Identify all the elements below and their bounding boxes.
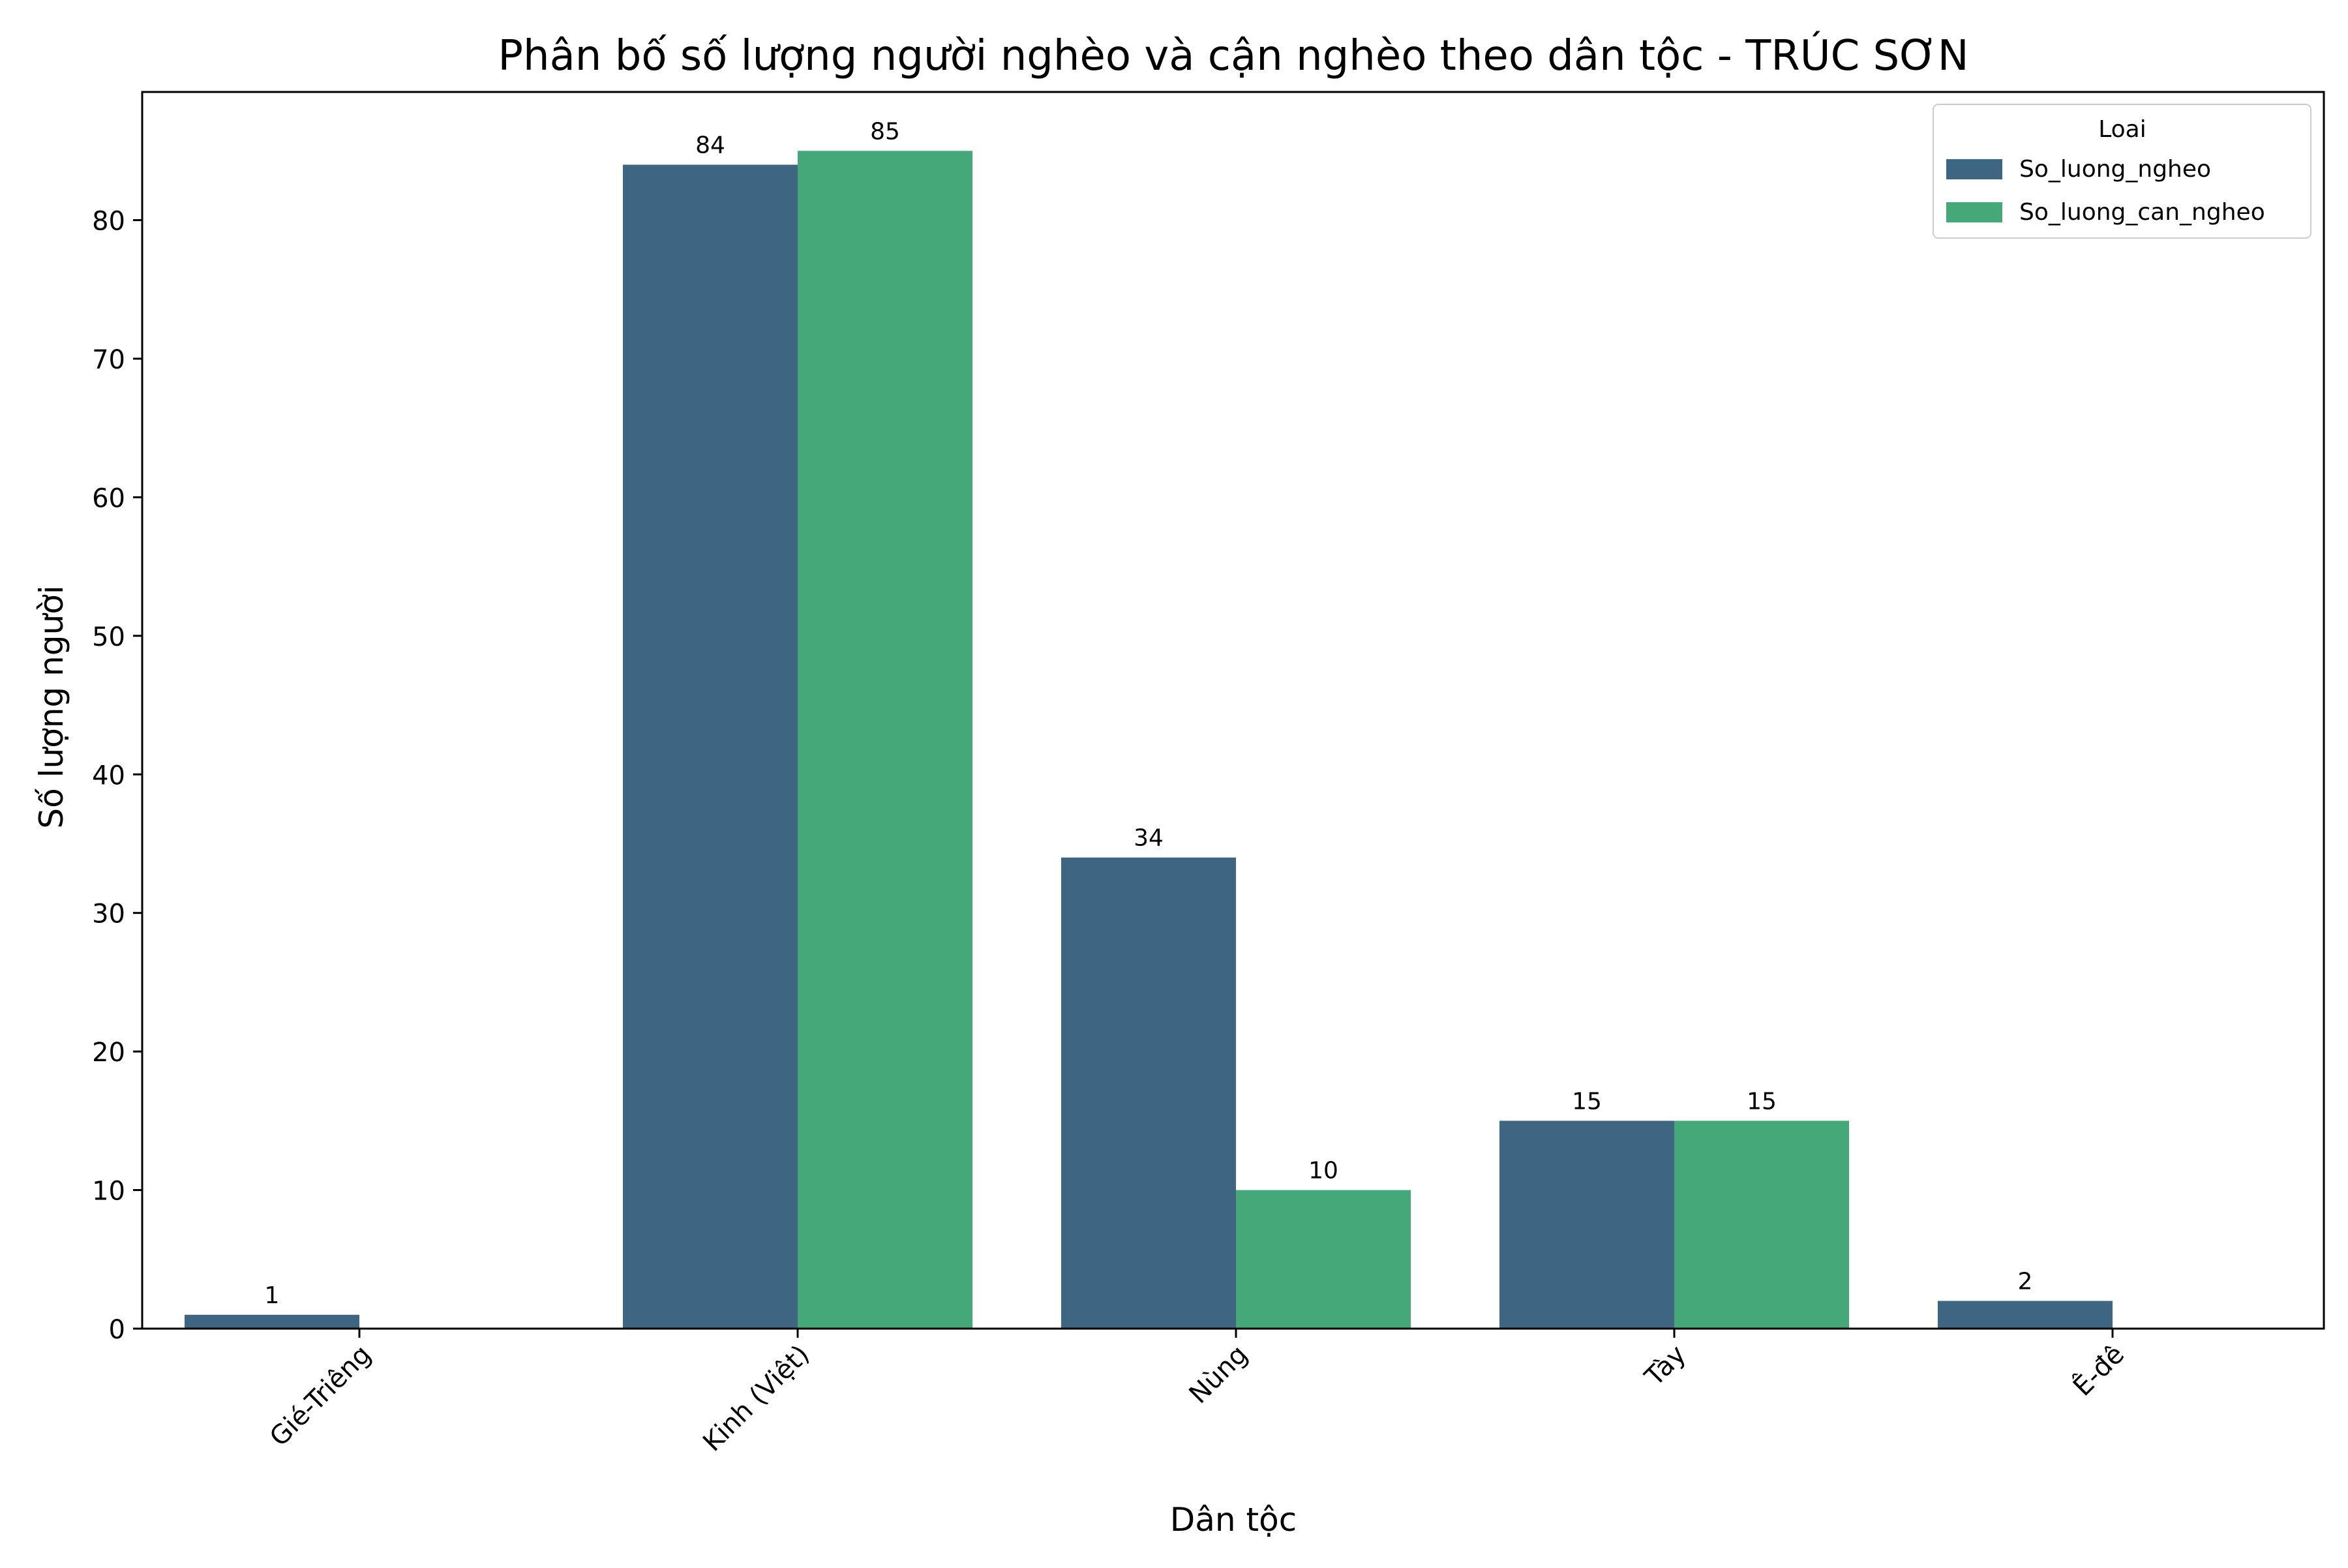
- plot-frame: [141, 91, 2325, 1330]
- data-labels-layer: 1 84 34 15 2 85 10 15: [265, 118, 2033, 1308]
- legend-label-So_luong_ngheo: So_luong_ngheo: [2019, 156, 2211, 183]
- bar-So_luong_ngheo-1: [623, 164, 798, 1329]
- bar-So_luong_can_ngheo-1: [798, 151, 972, 1329]
- legend-box: [1933, 104, 2311, 239]
- data-label: 84: [695, 132, 725, 159]
- chart-title: Phân bố số lượng người nghèo và cận nghè…: [498, 31, 1968, 80]
- data-label: 10: [1308, 1158, 1338, 1184]
- x-tick-label: Ê-đê: [2067, 1338, 2130, 1402]
- x-tick-label: Gié-Triêng: [264, 1340, 377, 1453]
- y-tick-label: 40: [92, 761, 125, 791]
- legend-swatch-So_luong_ngheo: [1946, 159, 2002, 179]
- y-axis: 0 10 20 30 40 50 60 70 80: [92, 207, 142, 1345]
- x-axis: Gié-Triêng Kinh (Việt) Nùng Tày Ê-đê: [264, 1329, 2130, 1457]
- data-label: 1: [265, 1282, 280, 1309]
- y-tick-label: 30: [92, 899, 125, 929]
- y-tick-label: 20: [92, 1038, 125, 1068]
- data-label: 15: [1747, 1088, 1777, 1115]
- bar-So_luong_can_ngheo-2: [1236, 1190, 1411, 1329]
- y-tick-label: 0: [109, 1315, 125, 1345]
- x-tick-label: Nùng: [1184, 1340, 1254, 1410]
- x-axis-label: Dân tộc: [1170, 1501, 1297, 1539]
- data-label: 34: [1134, 825, 1164, 852]
- bar-So_luong_ngheo-0: [185, 1314, 359, 1329]
- legend-title: Loai: [2098, 116, 2146, 143]
- bar-So_luong_can_ngheo-3: [1674, 1121, 1849, 1329]
- legend-entries: So_luong_ngheo So_luong_can_ngheo: [1946, 156, 2265, 226]
- data-label: 2: [2018, 1269, 2033, 1295]
- data-label: 85: [870, 118, 900, 145]
- x-tick-label: Tày: [1639, 1340, 1692, 1393]
- bar-So_luong_ngheo-3: [1499, 1121, 1674, 1329]
- data-label: 15: [1572, 1088, 1602, 1115]
- legend: Loai So_luong_ngheo So_luong_can_ngheo: [1933, 104, 2311, 239]
- y-axis-label: Số lượng người: [33, 585, 70, 828]
- x-tick-label: Kinh (Việt): [697, 1340, 815, 1458]
- legend-label-So_luong_can_ngheo: So_luong_can_ngheo: [2019, 199, 2265, 226]
- bar-So_luong_ngheo-2: [1061, 857, 1236, 1329]
- y-tick-label: 10: [92, 1177, 125, 1207]
- y-tick-label: 60: [92, 483, 125, 513]
- bar-So_luong_ngheo-4: [1938, 1301, 2113, 1329]
- y-tick-label: 70: [92, 345, 125, 375]
- bars-layer: [185, 151, 2113, 1329]
- legend-swatch-So_luong_can_ngheo: [1946, 202, 2002, 222]
- y-tick-label: 80: [92, 207, 125, 237]
- y-tick-label: 50: [92, 622, 125, 652]
